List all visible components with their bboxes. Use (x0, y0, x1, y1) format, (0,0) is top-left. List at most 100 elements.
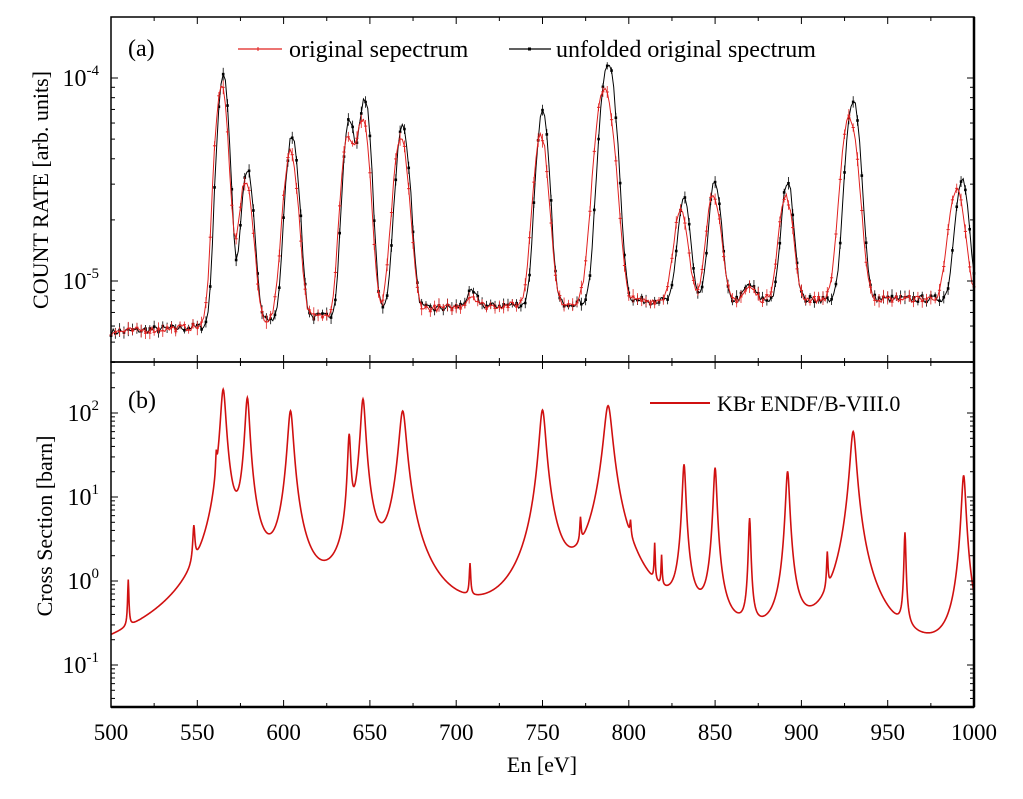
data-point (334, 298, 337, 302)
data-point (519, 304, 523, 308)
data-point (713, 180, 717, 184)
data-point (765, 299, 769, 302)
data-point (825, 296, 829, 299)
panel-a-label: (a) (128, 36, 155, 62)
data-point (368, 134, 372, 138)
data-point (295, 158, 298, 162)
data-point (597, 137, 600, 141)
data-point (860, 174, 864, 177)
data-point (687, 222, 691, 226)
data-point (398, 130, 402, 134)
data-point (851, 100, 855, 104)
data-point (247, 169, 251, 173)
x-tick-label: 800 (612, 720, 647, 745)
data-point (459, 302, 462, 306)
data-point (403, 127, 406, 131)
data-point (467, 289, 471, 293)
legend-label-unfolded: unfolded original spectrum (556, 37, 816, 63)
data-point (476, 294, 480, 298)
x-tick-label: 700 (439, 720, 474, 745)
legend-label-kbr: KBr ENDF/B-VIII.0 (717, 391, 900, 416)
x-tick-label: 600 (266, 720, 301, 745)
data-point (372, 219, 376, 222)
data-point (968, 227, 971, 231)
legend-marker-unfolded (528, 47, 531, 51)
data-point (338, 231, 341, 235)
data-point (834, 282, 838, 286)
data-point (299, 214, 303, 218)
data-point (614, 116, 618, 120)
data-point (290, 136, 294, 140)
data-point (472, 291, 475, 294)
data-point (234, 258, 238, 262)
data-point (208, 285, 212, 288)
x-tick-label: 950 (870, 720, 905, 745)
data-point (213, 186, 216, 189)
panel-b-y-tick-label: 102 (68, 398, 100, 427)
data-point (433, 308, 436, 312)
data-point (670, 283, 674, 287)
panel-a: (a) COUNT RATE [arb. units] 10-4 10-5 ori… (28, 16, 976, 363)
panel-b-y-tick-label: 10-1 (63, 650, 100, 679)
data-point (381, 305, 385, 309)
panel-b-legend: KBr ENDF/B-VIII.0 (650, 391, 900, 416)
data-point (778, 241, 782, 245)
x-tick-label: 850 (698, 720, 733, 745)
data-point (592, 208, 596, 212)
data-point (282, 216, 285, 219)
data-point (692, 267, 695, 270)
data-point (411, 230, 415, 234)
data-point (394, 178, 398, 182)
legend-label-original: original sepectrum (289, 37, 469, 63)
series-kbr-cross-section (110, 387, 975, 636)
data-point (700, 285, 704, 289)
data-point (683, 196, 687, 199)
data-point (722, 249, 726, 253)
data-point (347, 118, 350, 121)
data-point (864, 241, 868, 245)
data-point (549, 199, 553, 202)
data-point (735, 295, 738, 299)
data-point (485, 304, 488, 308)
data-point (359, 112, 363, 115)
data-point (584, 298, 587, 301)
data-point (217, 105, 221, 109)
data-point (933, 294, 937, 297)
data-point (705, 251, 708, 255)
data-point (204, 320, 208, 324)
data-point (610, 69, 613, 72)
data-point (938, 299, 941, 303)
data-point (277, 286, 281, 290)
data-point (813, 300, 816, 304)
data-point (588, 274, 592, 277)
x-axis-label: En [eV] (507, 752, 577, 777)
data-point (580, 302, 583, 306)
data-point (252, 209, 255, 212)
data-point (623, 253, 626, 257)
data-point (955, 205, 959, 209)
data-point (605, 64, 609, 68)
data-point (618, 181, 622, 185)
data-point (942, 295, 946, 299)
series-original (109, 80, 976, 342)
panel-b-ticks (110, 361, 975, 707)
panel-b-y-axis-label: Cross Section [barn] (32, 436, 57, 617)
panel-a-legend: original sepectrum unfolded original spe… (238, 37, 816, 63)
data-point (782, 191, 786, 194)
data-point (856, 119, 859, 122)
data-point (795, 261, 799, 265)
panel-a-frame (110, 16, 975, 363)
data-point (838, 241, 842, 245)
data-point (390, 244, 393, 247)
data-point (946, 287, 950, 290)
data-point (429, 305, 432, 308)
x-tick-label: 550 (180, 720, 215, 745)
data-point (183, 328, 186, 332)
x-tick-label: 750 (525, 720, 560, 745)
data-point (830, 297, 833, 301)
data-point (329, 316, 333, 319)
panel-b-y-tick-label: 100 (68, 566, 100, 595)
data-point (774, 280, 777, 284)
panel-a-y-tick-label: 10-5 (63, 266, 100, 295)
